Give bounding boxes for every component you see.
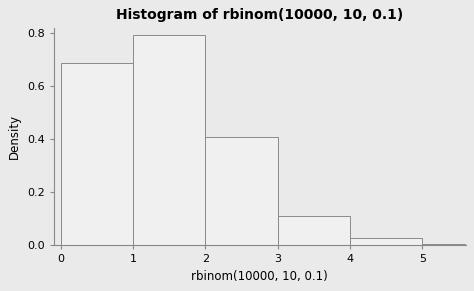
- Y-axis label: Density: Density: [9, 114, 21, 159]
- Bar: [422, 244, 474, 245]
- Bar: [133, 35, 205, 245]
- Bar: [350, 238, 422, 245]
- Bar: [61, 63, 133, 245]
- Bar: [205, 137, 278, 245]
- Title: Histogram of rbinom(10000, 10, 0.1): Histogram of rbinom(10000, 10, 0.1): [116, 8, 403, 22]
- X-axis label: rbinom(10000, 10, 0.1): rbinom(10000, 10, 0.1): [191, 270, 328, 283]
- Bar: [278, 216, 350, 245]
